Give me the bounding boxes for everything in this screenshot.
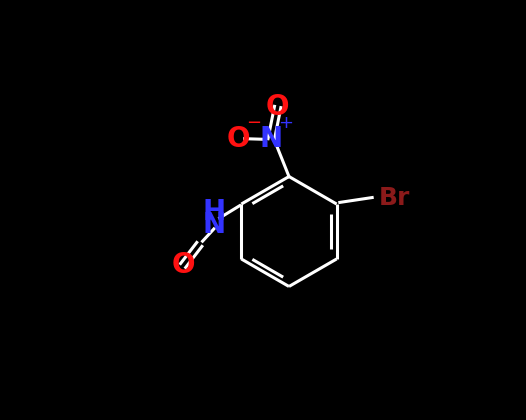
- Text: +: +: [278, 114, 294, 132]
- Text: O: O: [227, 125, 250, 153]
- Text: N: N: [260, 125, 283, 153]
- Text: Br: Br: [379, 186, 410, 210]
- Text: H: H: [203, 198, 226, 226]
- Text: N: N: [203, 211, 226, 239]
- Text: O: O: [171, 252, 195, 279]
- Text: O: O: [266, 93, 289, 121]
- Text: −: −: [247, 114, 262, 132]
